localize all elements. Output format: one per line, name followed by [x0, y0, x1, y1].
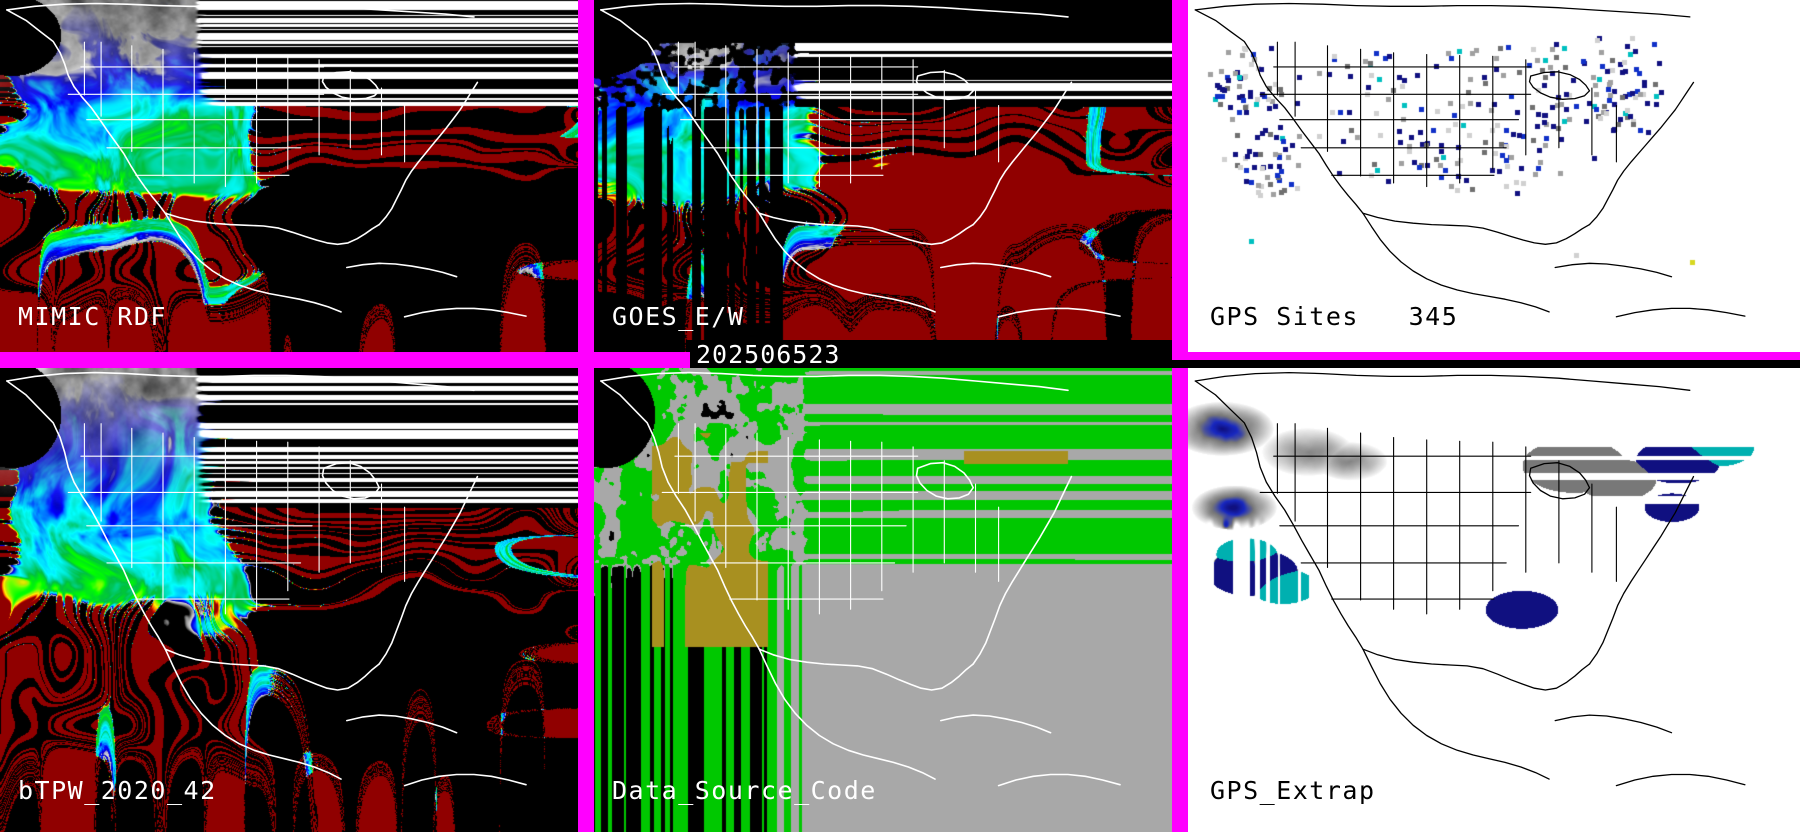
goes-ew-field	[594, 0, 1172, 352]
divider-horizontal-left-lower	[0, 360, 690, 368]
btpw-field	[0, 368, 578, 832]
panel-mimic-rdf[interactable]: MIMIC RDF	[0, 0, 578, 352]
timestamp-bar: 202506523	[686, 339, 1172, 369]
divider-vertical-left-top	[578, 0, 594, 352]
panel-goes-ew[interactable]: GOES_E/W	[594, 0, 1172, 352]
divider-vertical-left-bottom	[578, 368, 594, 832]
divider-vertical-right-bottom	[1172, 368, 1188, 832]
mimic-rdf-field	[0, 0, 578, 352]
panel-data-source-code[interactable]: Data_Source_Code	[594, 368, 1172, 832]
goes-ew-map-overlay	[600, 2, 1121, 318]
divider-vertical-right-top	[1172, 0, 1188, 352]
gps-sites-field	[1188, 0, 1800, 352]
gps-sites-map-overlay	[1194, 2, 1746, 318]
divider-horizontal-left	[0, 352, 690, 360]
timestamp-text: 202506523	[696, 339, 841, 369]
divider-horizontal-right	[1172, 352, 1800, 360]
gps-extrap-map-overlay	[1194, 371, 1746, 787]
data-source-code-map-overlay	[600, 371, 1121, 787]
panel-gps-extrap[interactable]: GPS_Extrap	[1188, 368, 1800, 832]
panel-btpw[interactable]: bTPW_2020_42	[0, 368, 578, 832]
gps-extrap-field	[1188, 368, 1800, 832]
panel-gps-sites[interactable]: GPS Sites 345	[1188, 0, 1800, 352]
data-source-code-field	[594, 368, 1172, 832]
mimic-rdf-map-overlay	[6, 2, 527, 318]
btpw-map-overlay	[6, 371, 527, 787]
